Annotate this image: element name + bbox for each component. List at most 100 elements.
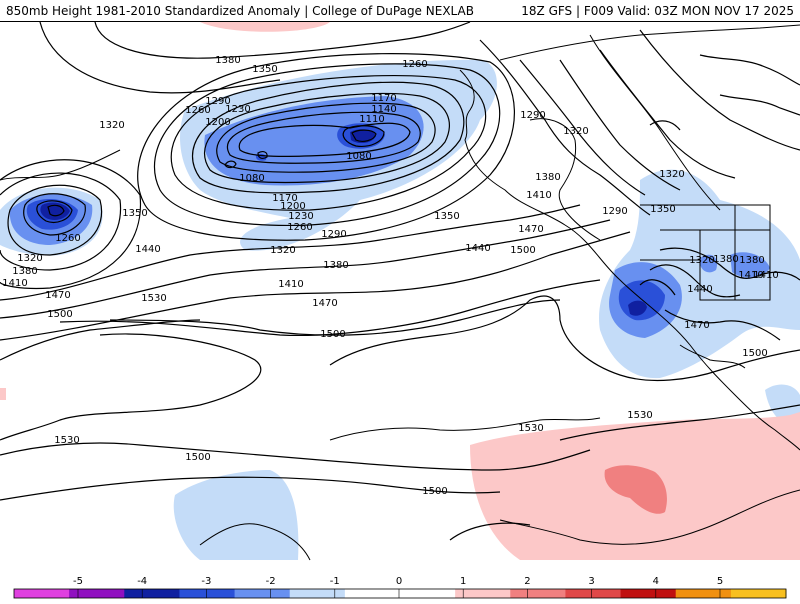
colorbar-tick-label: -5 xyxy=(73,576,83,587)
contour-label: 1350 xyxy=(434,211,459,222)
contour-label: 1500 xyxy=(47,309,72,320)
contour-label: 1410 xyxy=(526,190,551,201)
negative-anomaly-region xyxy=(730,252,770,278)
colorbar-tick-label: -1 xyxy=(330,576,340,587)
colorbar-tick-label: 5 xyxy=(717,576,723,587)
contour-label: 1440 xyxy=(687,284,712,295)
contour-label: 1080 xyxy=(346,151,371,162)
colorbar-tick-label: 2 xyxy=(524,576,530,587)
contour-label: 1320 xyxy=(689,255,714,266)
contour-label: 1380 xyxy=(739,255,764,266)
anomaly-colorbar: -5 -4 -3 -2 -1 0 1 2 3 4 5 xyxy=(0,572,800,600)
contour-label: 1500 xyxy=(742,348,767,359)
contour-label: 1260 xyxy=(185,105,210,116)
contour-label: 1170 xyxy=(371,93,396,104)
contour-label: 1470 xyxy=(518,224,543,235)
contour-label: 1320 xyxy=(99,120,124,131)
colorbar-swatch xyxy=(14,589,70,598)
contour-label: 1290 xyxy=(520,110,545,121)
contour-label: 1500 xyxy=(422,486,447,497)
contour-label: 1320 xyxy=(659,169,684,180)
positive-anomaly-region xyxy=(604,465,667,514)
contour-label: 1320 xyxy=(17,253,42,264)
colorbar-ticks: -5 -4 -3 -2 -1 0 1 2 3 4 5 xyxy=(73,576,723,598)
contour-label: 1380 xyxy=(323,260,348,271)
map-header: 850mb Height 1981-2010 Standardized Anom… xyxy=(0,0,800,22)
map-panel: 1380 1350 1260 1320 1290 1260 1230 1200 … xyxy=(0,22,800,572)
contour-label: 1380 xyxy=(215,55,240,66)
colorbar-tick-label: 1 xyxy=(460,576,466,587)
contour-label: 1500 xyxy=(320,329,345,340)
colorbar-swatches xyxy=(13,588,787,599)
colorbar-swatch xyxy=(69,589,125,598)
contour-label: 1530 xyxy=(518,423,543,434)
negative-anomaly-region xyxy=(173,470,299,560)
contour-label: 1230 xyxy=(225,104,250,115)
contour-label: 1350 xyxy=(650,204,675,215)
map-title: 850mb Height 1981-2010 Standardized Anom… xyxy=(6,4,474,18)
colorbar-swatch xyxy=(455,589,511,598)
colorbar-swatch xyxy=(510,589,566,598)
contour-label: 1440 xyxy=(135,244,160,255)
coastlines xyxy=(0,24,800,561)
colorbar-tick-label: -4 xyxy=(137,576,147,587)
height-contours xyxy=(0,22,800,541)
contour-label: 1200 xyxy=(280,201,305,212)
colorbar-swatch xyxy=(344,589,401,598)
colorbar-tick-label: -2 xyxy=(266,576,276,587)
contour-label: 1500 xyxy=(185,452,210,463)
contour-label: 1530 xyxy=(627,410,652,421)
contour-label: 1380 xyxy=(12,266,37,277)
contour-label: 1200 xyxy=(205,117,230,128)
colorbar-outline xyxy=(13,588,787,599)
colorbar-tick-label: 3 xyxy=(588,576,594,587)
colorbar-swatch xyxy=(565,589,622,598)
contour-label: 1110 xyxy=(359,114,384,125)
contour-label: 1260 xyxy=(55,233,80,244)
colorbar-swatch xyxy=(620,589,677,598)
contour-label: 1440 xyxy=(465,243,490,254)
colorbar-swatch xyxy=(124,589,180,598)
contour-label: 1380 xyxy=(535,172,560,183)
contour-label: 1470 xyxy=(312,298,337,309)
contour-label: 1260 xyxy=(287,222,312,233)
contour-label: 1230 xyxy=(288,211,313,222)
colorbar-tick-label: -3 xyxy=(201,576,211,587)
contour-label: 1470 xyxy=(684,320,709,331)
contour-label: 1350 xyxy=(122,208,147,219)
colorbar-tick-label: 0 xyxy=(396,576,402,587)
colorbar-swatch xyxy=(289,589,346,598)
contour-label-layer: 1380 1350 1260 1320 1290 1260 1230 1200 … xyxy=(2,55,778,497)
contour-label: 1320 xyxy=(270,245,295,256)
contour-label: 1530 xyxy=(141,293,166,304)
negative-anomaly-region xyxy=(204,96,424,186)
model-valid-time: 18Z GFS | F009 Valid: 03Z MON NOV 17 202… xyxy=(521,4,794,18)
contour-label: 1290 xyxy=(602,206,627,217)
colorbar-swatch xyxy=(234,589,291,598)
contour-label: 1410 xyxy=(278,279,303,290)
colorbar-swatch xyxy=(675,589,732,598)
contour-label: 1170 xyxy=(272,193,297,204)
contour-label: 1290 xyxy=(205,96,230,107)
contour-label: 1410 xyxy=(738,270,763,281)
contour-label: 1260 xyxy=(402,59,427,70)
colorbar-tick-label: 4 xyxy=(653,576,659,587)
negative-anomaly-region xyxy=(699,254,718,273)
colorbar-swatch xyxy=(730,589,787,598)
contour-label: 1380 xyxy=(713,254,738,265)
positive-anomaly-region xyxy=(0,388,6,400)
negative-anomaly-region xyxy=(628,300,647,316)
positive-anomaly-region xyxy=(200,22,330,32)
contour-label: 1140 xyxy=(371,104,396,115)
contour-label: 1350 xyxy=(252,64,277,75)
contour-label: 1500 xyxy=(510,245,535,256)
contour-label: 1410 xyxy=(753,270,778,281)
contour-label: 1080 xyxy=(239,173,264,184)
colorbar-swatch xyxy=(400,589,456,598)
contour-label: 1410 xyxy=(2,278,27,289)
contour-label: 1320 xyxy=(563,126,588,137)
contour-label: 1290 xyxy=(321,229,346,240)
contour-label: 1470 xyxy=(45,290,70,301)
anomaly-shading xyxy=(0,22,800,560)
colorbar-swatch xyxy=(179,589,236,598)
